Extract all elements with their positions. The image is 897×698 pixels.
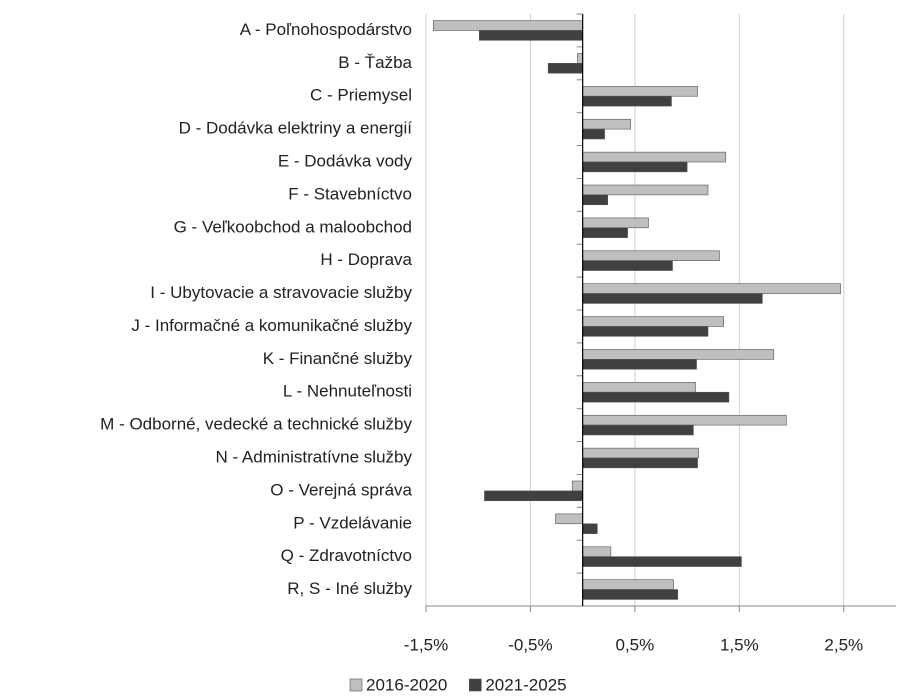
bar: [582, 194, 609, 206]
bar: [582, 414, 787, 426]
y-tick-label: H - Doprava: [320, 250, 412, 269]
bar: [582, 260, 673, 271]
bar: [582, 217, 649, 229]
bar: [582, 250, 720, 261]
bar: [478, 30, 583, 41]
y-tick-label: K - Finančné služby: [263, 349, 413, 368]
x-tick-label: -1,5%: [404, 635, 448, 654]
bar: [571, 480, 583, 492]
legend-label: 2016-2020: [366, 675, 447, 694]
y-tick-label: R, S - Iné služby: [287, 579, 412, 598]
bar: [582, 382, 696, 393]
y-tick-label: O - Verejná správa: [270, 480, 412, 499]
bar: [582, 579, 674, 590]
bar: [582, 326, 709, 337]
legend-label: 2021-2025: [485, 675, 566, 694]
bar: [582, 391, 730, 403]
bar: [582, 86, 698, 97]
y-tick-label: M - Odborné, vedecké a technické služby: [100, 415, 412, 434]
bar: [582, 316, 724, 327]
y-tick-label: C - Priemysel: [310, 86, 412, 105]
bar: [582, 227, 628, 238]
bar: [582, 546, 612, 557]
x-tick-label: 1,5%: [720, 635, 759, 654]
y-tick-label: F - Stavebníctvo: [288, 184, 412, 203]
bar: [582, 118, 632, 130]
bar: [582, 184, 709, 196]
bar: [582, 523, 598, 534]
bar: [582, 359, 697, 370]
bar: [582, 128, 605, 140]
y-tick-label: I - Ubytovacie a stravovacie služby: [150, 283, 412, 302]
bar: [582, 447, 699, 459]
y-tick-label: P - Vzdelávanie: [293, 513, 412, 532]
bar: [577, 53, 583, 64]
bar: [582, 349, 775, 360]
bar: [582, 283, 841, 294]
bar: [582, 424, 694, 436]
x-tick-label: -0,5%: [508, 635, 552, 654]
y-tick-label: D - Dodávka elektriny a energií: [179, 119, 413, 138]
y-tick-label: B - Ťažba: [338, 53, 412, 72]
y-tick-label: G - Veľkoobchod a maloobchod: [174, 217, 412, 236]
bar: [582, 293, 763, 304]
bar: [582, 589, 679, 600]
y-tick-label: J - Informačné a komunikačné služby: [131, 316, 412, 335]
bar: [433, 20, 583, 31]
bar: [582, 151, 727, 163]
y-tick-label: L - Nehnuteľnosti: [283, 382, 412, 401]
y-tick-label: E - Dodávka vody: [278, 151, 413, 170]
y-tick-label: Q - Zdravotníctvo: [281, 546, 412, 565]
bar: [582, 161, 688, 173]
bar: [547, 63, 583, 74]
bar: [582, 95, 672, 107]
x-tick-label: 2,5%: [824, 635, 863, 654]
x-tick-label: 0,5%: [616, 635, 655, 654]
bar: [484, 490, 583, 502]
bar: [582, 457, 698, 469]
bar: [555, 513, 583, 525]
y-tick-label: A - Poľnohospodárstvo: [240, 20, 412, 39]
y-tick-label: N - Administratívne služby: [215, 447, 412, 466]
legend-swatch: [349, 678, 363, 692]
bar: [582, 556, 742, 567]
legend-swatch: [469, 678, 482, 692]
